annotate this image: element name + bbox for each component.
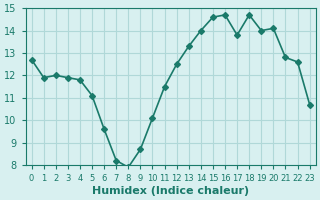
X-axis label: Humidex (Indice chaleur): Humidex (Indice chaleur) bbox=[92, 186, 249, 196]
